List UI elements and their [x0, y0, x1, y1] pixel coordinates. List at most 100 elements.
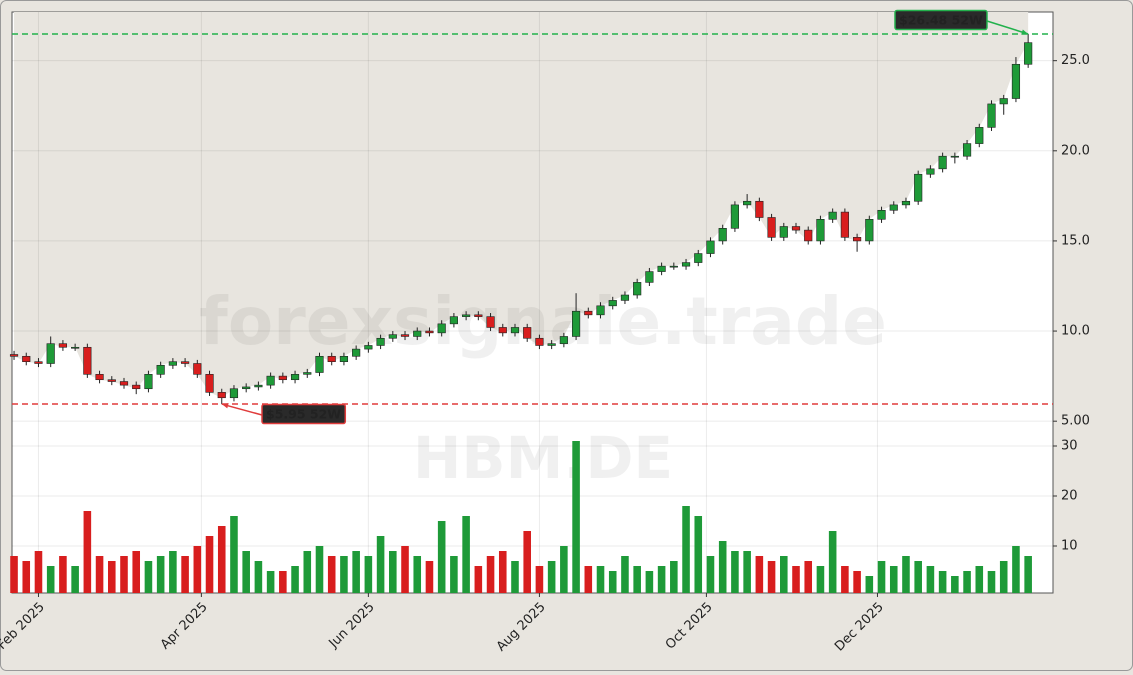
candle-body: [547, 343, 556, 346]
candle-body: [498, 327, 507, 334]
candle-body: [767, 217, 776, 238]
candle-body: [791, 226, 801, 231]
volume-bar: [780, 556, 788, 593]
candle-body: [559, 336, 568, 344]
volume-bar: [340, 556, 348, 593]
volume-bar: [816, 566, 825, 593]
volume-bar: [804, 561, 813, 593]
volume-bar: [877, 561, 886, 593]
annotation-arrow: [986, 20, 1029, 35]
volume-bar: [951, 576, 959, 593]
volume-bar: [743, 551, 751, 593]
arrow-head: [1021, 29, 1029, 35]
volume-bar: [413, 556, 422, 593]
volume-bar: [963, 571, 971, 593]
candle-body: [156, 365, 165, 375]
volume-bar: [560, 546, 568, 593]
volume-bar: [34, 551, 43, 593]
candle-body: [168, 361, 177, 366]
volume-bar: [450, 556, 458, 593]
candle-body: [681, 262, 691, 267]
candle-body: [119, 381, 129, 386]
candle-body: [853, 237, 862, 242]
volume-bar: [523, 531, 531, 593]
candle-body: [999, 98, 1008, 105]
watermark: forexsignale.trade: [199, 283, 887, 360]
volume-bar: [364, 556, 373, 593]
annotation-label: $26.48 52W: [899, 13, 983, 28]
y-tick-label: 5.00: [1061, 414, 1090, 429]
candle-body: [132, 384, 141, 390]
area-layer: [14, 12, 1029, 398]
candle-body: [828, 211, 837, 220]
volume-bar: [71, 566, 79, 593]
volume-bar: [181, 556, 189, 593]
candle-body: [425, 330, 434, 334]
volume-bar: [1024, 556, 1032, 593]
volume-bar: [205, 536, 214, 593]
volume-bar: [437, 521, 446, 593]
volume-bar: [511, 561, 519, 593]
watermark: HBM.DE: [413, 424, 673, 492]
volume-bar: [547, 561, 556, 593]
volume-bar: [352, 551, 360, 593]
annotation-label: $5.95 52W: [266, 407, 341, 422]
volume-bar: [462, 516, 470, 593]
candle-body: [694, 253, 703, 263]
candle-body: [266, 375, 275, 386]
candle-body: [657, 265, 666, 272]
candle-body: [743, 200, 752, 206]
volume-bar: [657, 566, 666, 593]
candle-body: [290, 374, 300, 381]
volume-bar: [535, 566, 544, 593]
volume-bar: [718, 541, 727, 593]
volume-tick-label: 10: [1061, 539, 1078, 554]
candle-body: [242, 386, 251, 390]
volume-bar: [914, 561, 922, 593]
volume-bar: [230, 516, 238, 593]
candle-body: [571, 310, 581, 337]
candle-body: [914, 173, 923, 202]
candle-body: [193, 363, 202, 375]
candle-body: [645, 271, 654, 283]
volume-bar: [975, 566, 984, 593]
candle-body: [523, 327, 532, 339]
candle-body: [474, 314, 483, 317]
volume-bar: [107, 561, 116, 593]
candle-body: [58, 343, 67, 348]
candle-body: [596, 305, 605, 316]
volume-bar: [633, 566, 641, 593]
volume-bar: [1012, 546, 1020, 593]
volume-bar: [425, 561, 434, 593]
candle-body: [950, 155, 959, 158]
volume-bar: [498, 551, 507, 593]
volume-bar: [10, 556, 18, 593]
candle-body: [608, 300, 617, 307]
volume-bar: [389, 551, 397, 593]
volume-bar: [59, 556, 67, 593]
arrow-head: [221, 403, 229, 409]
y-tick-label: 20.0: [1061, 143, 1090, 158]
candle-body: [865, 218, 874, 242]
volume-bar: [315, 546, 324, 593]
marks-layer: $26.48 52W $5.95 52W: [9, 9, 1053, 593]
candle-body: [352, 348, 361, 357]
candle-body: [486, 316, 495, 328]
volume-bar: [95, 556, 104, 593]
volume-bar: [987, 571, 996, 593]
candle-body: [510, 327, 520, 334]
volume-bar: [682, 506, 690, 593]
volume-tick-label: 20: [1061, 489, 1078, 504]
candle-body: [437, 323, 446, 334]
candle-body: [669, 265, 678, 268]
volume-bar: [584, 566, 593, 593]
candle-body: [205, 374, 214, 393]
candle-body: [816, 218, 825, 242]
candle-body: [22, 355, 31, 362]
volume-bar: [645, 571, 654, 593]
volume-bar: [902, 556, 910, 593]
candle-body: [987, 103, 996, 128]
candle-body: [217, 392, 226, 399]
volume-tick-label: 30: [1061, 439, 1078, 454]
